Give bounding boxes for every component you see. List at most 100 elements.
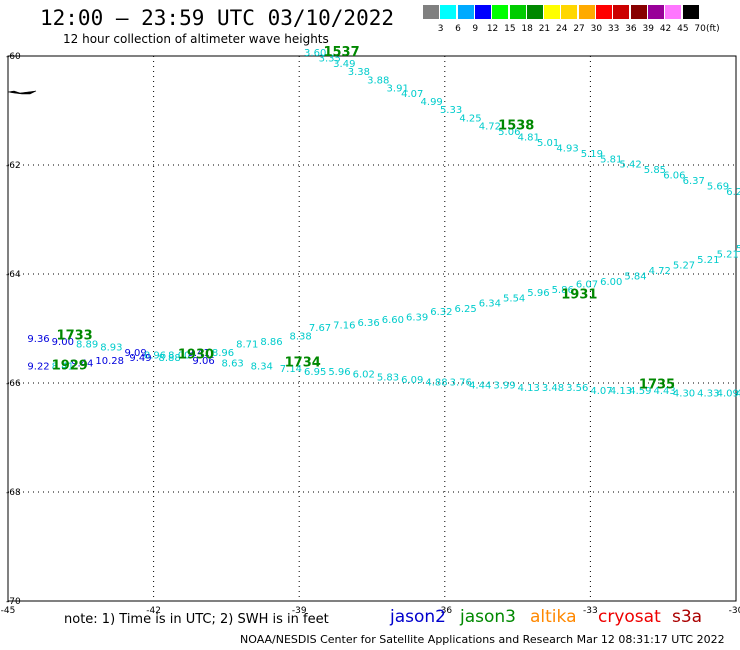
swh-value-label: 8.38 [289,331,311,342]
swh-value-label: 9.44 [71,359,93,370]
pass-time-label: 1733 [57,328,93,343]
legend-swatch [561,5,578,19]
legend-swatch [613,5,630,19]
swh-value-label: 5.85 [644,165,666,176]
swh-value-label: 8.93 [100,342,122,353]
coastline-island [7,90,37,95]
pass-time-label: 1734 [285,356,321,371]
swh-value-label: 3.38 [348,67,370,78]
longitude-label: -36 [437,606,452,616]
legend-swatch [423,5,439,19]
pass-time-label: 1929 [52,358,88,373]
legend-swatch [474,5,491,19]
swh-value-label: 5.19 [581,149,603,160]
satellite-label-cryosat: cryosat [598,607,661,627]
swh-value-label: 9.22 [27,361,49,372]
satellite-label-jason2: jason2 [390,607,446,627]
swh-value-label: 6.00 [600,277,622,288]
legend-swatch [596,5,612,19]
swh-value-label: 6.06 [663,171,685,182]
swh-value-label: 3.76 [450,378,472,389]
swh-value-label: 8.71 [236,340,258,351]
longitude-label: -39 [292,606,307,616]
legend-swatch [647,5,664,19]
legend-swatch [630,5,647,19]
swh-value-label: 9.00 [52,337,74,348]
swh-value-label: 5.27 [673,261,695,272]
swh-value-label: 6.25 [455,304,477,315]
swh-value-label: 5.84 [624,271,646,282]
swh-value-label: 4.43 [653,386,675,397]
swh-value-label: 9.09 [124,348,146,359]
swh-value-label: 4.30 [673,389,695,400]
legend-bin-label: 33 [607,24,620,34]
swh-value-label: 4.13 [518,383,540,394]
legend-bin-label: 27 [573,24,585,34]
swh-value-label: 4.09 [717,389,739,400]
swh-value-label: 3.91 [387,83,409,94]
legend-swatch [682,5,699,19]
longitude-label: -45 [1,606,16,616]
swh-value-label: 8.86 [260,337,282,348]
pass-time-label: 1538 [498,119,534,134]
swh-value-label: 8.88 [158,353,180,364]
swh-value-label: 6.36 [357,318,379,329]
swh-value-label: 9.41 [188,348,210,359]
legend-swatch [526,5,543,19]
swh-value-label: 8.63 [222,359,244,370]
map-frame [7,55,737,602]
swh-value-label: 6.09 [401,375,423,386]
legend-bin-label: 36 [625,24,637,34]
swh-value-label: 6.37 [683,176,705,187]
note-text: note: 1) Time is in UTC; 2) SWH is in fe… [64,612,329,627]
swh-value-label: 6.34 [479,299,501,310]
swh-value-label: 5.21 [697,255,719,266]
swh-value-label: 4.33 [697,389,719,400]
swh-value-label: 4.94 [736,389,740,400]
swh-value-label: 4.07 [590,386,612,397]
swh-value-label: 10.28 [95,356,124,367]
swh-value-label: 8.41 [52,361,74,372]
legend-bin-label: 12 [486,24,499,34]
swh-value-label: 8.00 [168,350,190,361]
latitude-label: -66 [6,379,21,389]
swh-value-label: 6.07 [576,280,598,291]
swh-value-label: 7.16 [333,321,355,332]
latitude-label: -60 [6,52,21,62]
pass-time-label: 1537 [323,45,359,60]
swh-value-label: 5.86 [552,285,574,296]
swh-value-label: 3.60 [304,48,326,59]
swh-value-label: 5.69 [707,182,729,193]
swh-value-label: 6.95 [304,367,326,378]
swh-value-label: 4.59 [629,386,651,397]
legend-swatch [544,5,561,19]
swh-value-label: 6.32 [430,307,452,318]
legend-swatch [440,5,457,19]
swh-value-label: 5.06 [498,127,520,138]
swh-value-label: 6.60 [382,315,404,326]
legend-bin-label: 42 [659,24,672,34]
swh-value-label: 4.72 [649,266,671,277]
swh-value-label: 5.81 [600,154,622,165]
legend-swatch [457,5,474,19]
legend-swatch [492,5,509,19]
pass-time-label: 1931 [561,288,597,303]
page-title: 12:00 – 23:59 UTC 03/10/2022 [40,6,395,30]
latitude-label: -64 [6,270,21,280]
legend-unit-label: (ft) [706,24,720,34]
swh-value-label: 9.36 [27,334,49,345]
legend-bin-label: 6 [455,24,461,34]
pass-time-label: 1930 [178,347,214,362]
latitude-label: -62 [6,161,21,171]
swh-value-label: 5.54 [503,293,525,304]
swh-value-label: 7.14 [280,364,302,375]
legend-bin-label: 21 [538,24,551,34]
legend-bin-label: 9 [472,24,479,34]
swh-value-label: 4.88 [425,378,447,389]
satellite-label-altika: altika [530,607,577,627]
swh-value-label: 5.01 [537,138,559,149]
swh-value-label: 4.72 [479,122,501,133]
legend-bin-label: 70 [694,24,706,34]
swh-value-label: 6.39 [406,312,428,323]
